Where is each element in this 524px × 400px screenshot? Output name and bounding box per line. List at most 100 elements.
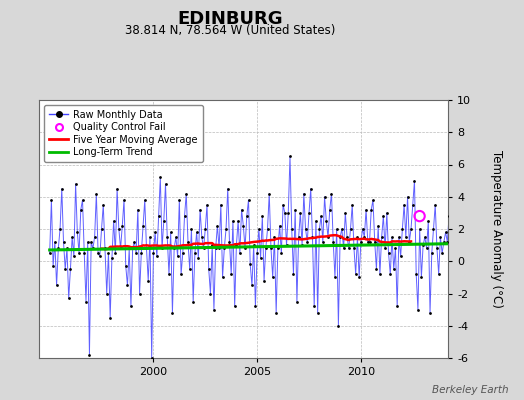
Point bbox=[416, 213, 424, 219]
Text: EDINBURG: EDINBURG bbox=[178, 10, 283, 28]
Point bbox=[374, 222, 383, 229]
Point bbox=[220, 245, 228, 252]
Point bbox=[158, 245, 166, 252]
Point bbox=[258, 213, 267, 219]
Point bbox=[281, 210, 289, 216]
Point bbox=[431, 202, 440, 208]
Point bbox=[99, 202, 107, 208]
Point bbox=[56, 226, 64, 232]
Point bbox=[47, 197, 56, 203]
Point bbox=[149, 250, 158, 256]
Point bbox=[348, 202, 356, 208]
Point bbox=[355, 274, 363, 280]
Point bbox=[391, 245, 400, 252]
Point bbox=[426, 310, 434, 316]
Point bbox=[110, 218, 118, 224]
Point bbox=[140, 197, 149, 203]
Point bbox=[268, 274, 277, 280]
Point bbox=[187, 226, 195, 232]
Point bbox=[165, 271, 173, 277]
Point bbox=[253, 250, 261, 256]
Point bbox=[255, 226, 263, 232]
Point bbox=[249, 242, 258, 248]
Point bbox=[452, 206, 460, 213]
Point bbox=[336, 234, 344, 240]
Point bbox=[192, 229, 201, 236]
Point bbox=[407, 226, 415, 232]
Point bbox=[315, 226, 324, 232]
Point bbox=[225, 239, 234, 245]
Point bbox=[64, 295, 73, 302]
Point bbox=[68, 234, 77, 240]
Point bbox=[111, 250, 119, 256]
Point bbox=[101, 245, 109, 252]
Point bbox=[383, 210, 391, 216]
Point bbox=[199, 245, 208, 252]
Point bbox=[405, 239, 413, 245]
Point bbox=[341, 210, 350, 216]
Point bbox=[308, 234, 316, 240]
Point bbox=[243, 213, 251, 219]
Point bbox=[77, 206, 85, 213]
Point bbox=[364, 239, 372, 245]
Point bbox=[104, 250, 113, 256]
Point bbox=[204, 266, 213, 272]
Point bbox=[118, 222, 126, 229]
Point bbox=[440, 239, 448, 245]
Point bbox=[106, 314, 114, 321]
Point bbox=[365, 239, 374, 245]
Point bbox=[272, 310, 280, 316]
Point bbox=[256, 255, 265, 261]
Point bbox=[132, 250, 140, 256]
Point bbox=[108, 255, 116, 261]
Point bbox=[294, 234, 303, 240]
Point bbox=[185, 266, 194, 272]
Point bbox=[91, 234, 99, 240]
Point bbox=[116, 245, 125, 252]
Point bbox=[419, 242, 427, 248]
Point bbox=[400, 202, 408, 208]
Point bbox=[409, 202, 417, 208]
Point bbox=[357, 239, 365, 245]
Point bbox=[328, 190, 336, 197]
Point bbox=[201, 226, 210, 232]
Point bbox=[296, 210, 304, 216]
Point bbox=[236, 250, 244, 256]
Point bbox=[360, 234, 368, 240]
Point bbox=[83, 239, 92, 245]
Point bbox=[231, 303, 239, 310]
Point bbox=[78, 197, 86, 203]
Point bbox=[180, 213, 189, 219]
Point bbox=[46, 250, 54, 256]
Point bbox=[146, 234, 154, 240]
Point bbox=[261, 245, 270, 252]
Point bbox=[179, 250, 187, 256]
Point bbox=[248, 282, 256, 289]
Point bbox=[346, 226, 355, 232]
Point bbox=[305, 210, 313, 216]
Point bbox=[307, 186, 315, 192]
Point bbox=[234, 218, 242, 224]
Point bbox=[120, 197, 128, 203]
Point bbox=[289, 271, 298, 277]
Point bbox=[92, 190, 101, 197]
Point bbox=[182, 190, 190, 197]
Point bbox=[331, 274, 339, 280]
Point bbox=[128, 245, 137, 252]
Point bbox=[224, 186, 232, 192]
Legend: Raw Monthly Data, Quality Control Fail, Five Year Moving Average, Long-Term Tren: Raw Monthly Data, Quality Control Fail, … bbox=[44, 105, 203, 162]
Point bbox=[319, 239, 327, 245]
Point bbox=[97, 226, 106, 232]
Point bbox=[333, 226, 341, 232]
Point bbox=[191, 250, 199, 256]
Text: Berkeley Earth: Berkeley Earth bbox=[432, 385, 508, 395]
Point bbox=[284, 210, 292, 216]
Point bbox=[312, 218, 320, 224]
Point bbox=[446, 245, 455, 252]
Point bbox=[388, 234, 396, 240]
Point bbox=[222, 226, 230, 232]
Point bbox=[184, 239, 192, 245]
Point bbox=[52, 282, 61, 289]
Point bbox=[58, 186, 66, 192]
Point bbox=[143, 245, 151, 252]
